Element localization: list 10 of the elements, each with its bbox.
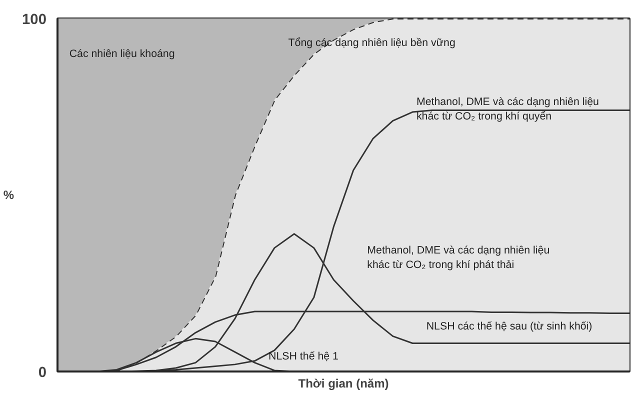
y-tick-label: 0: [38, 365, 47, 381]
series-label: Các nhiên liệu khoáng: [69, 48, 175, 60]
text: Methanol, DME và các dạng nhiên liệu khác từ CO₂ trong khí phát thải: [367, 244, 550, 271]
series-label: Methanol, DME và các dạng nhiên liệu khác từ CO₂ trong khí quyển: [416, 96, 599, 123]
series-label: NLSH thế hệ 1: [268, 350, 339, 363]
x-axis-title: Thời gian (năm): [298, 376, 389, 390]
series-label: NLSH các thế hệ sau (từ sinh khối): [426, 320, 592, 332]
y-tick-label: 100: [22, 12, 47, 28]
y-axis-title: %: [3, 188, 14, 202]
series-label: Tổng các dạng nhiên liệu bền vững: [288, 37, 456, 50]
